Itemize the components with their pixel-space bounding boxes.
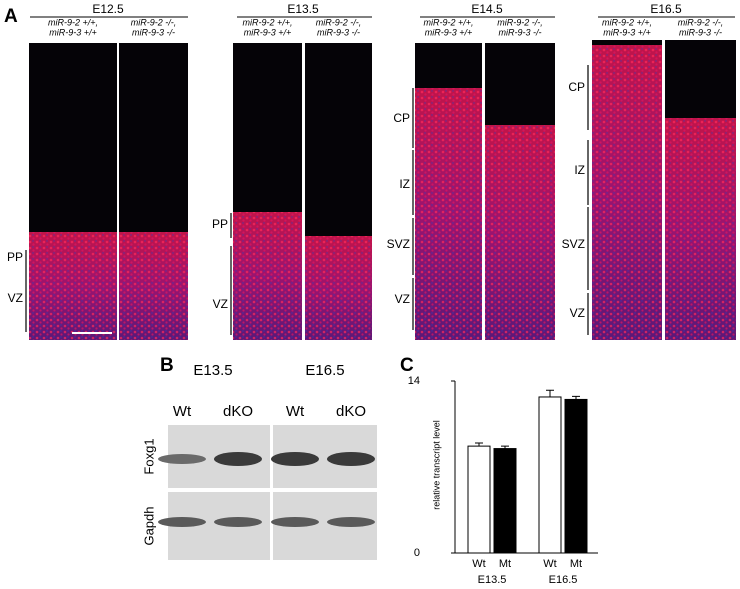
lane-label: Wt bbox=[286, 403, 305, 420]
panel-label: A bbox=[4, 6, 18, 27]
genotype-label: miR-9-2 +/+, bbox=[602, 17, 652, 27]
y-tick-label: 0 bbox=[414, 547, 420, 559]
genotype-label: miR-9-3 +/+ bbox=[244, 27, 292, 37]
region-label: IZ bbox=[574, 163, 585, 177]
error-bar bbox=[501, 445, 509, 449]
tissue-texture bbox=[415, 88, 482, 340]
stage-label: E16.5 bbox=[650, 2, 682, 16]
tissue-texture bbox=[233, 212, 302, 340]
stage-label: E13.5 bbox=[287, 2, 319, 16]
x-tick-label: Mt bbox=[499, 558, 511, 570]
genotype-label: miR-9-3 -/- bbox=[132, 27, 175, 37]
error-bar bbox=[572, 395, 580, 400]
y-axis-label: relative transcript level bbox=[431, 420, 441, 510]
band bbox=[327, 452, 375, 466]
region-label: VZ bbox=[570, 306, 585, 320]
bar bbox=[538, 396, 562, 554]
band bbox=[327, 517, 375, 527]
stage-label: E14.5 bbox=[471, 2, 503, 16]
x-tick-label: Mt bbox=[570, 558, 582, 570]
region-label: CP bbox=[568, 80, 585, 94]
band bbox=[158, 454, 206, 464]
region-label: VZ bbox=[395, 292, 410, 306]
tissue-texture bbox=[305, 236, 372, 340]
band bbox=[214, 517, 262, 527]
tissue-texture bbox=[119, 232, 188, 340]
y-tick-label: 14 bbox=[408, 375, 420, 387]
stage-label: E16.5 bbox=[305, 362, 344, 379]
genotype-label: miR-9-2 +/+, bbox=[423, 17, 473, 27]
genotype-label: miR-9-3 -/- bbox=[679, 27, 722, 37]
region-label: IZ bbox=[399, 177, 410, 191]
x-tick-label: Wt bbox=[543, 558, 556, 570]
lane-label: Wt bbox=[173, 403, 192, 420]
lane-label: dKO bbox=[223, 403, 253, 420]
band bbox=[271, 517, 319, 527]
genotype-label: miR-9-2 -/-, bbox=[497, 17, 543, 27]
genotype-label: miR-9-2 -/-, bbox=[316, 17, 362, 27]
genotype-label: miR-9-2 -/-, bbox=[678, 17, 724, 27]
error-bar bbox=[546, 389, 554, 397]
blot-label: Gapdh bbox=[141, 506, 156, 545]
region-label: PP bbox=[7, 250, 23, 264]
tissue-texture bbox=[592, 45, 662, 340]
tissue-texture bbox=[485, 125, 555, 340]
region-label: PP bbox=[212, 217, 228, 231]
band bbox=[271, 452, 319, 466]
genotype-label: miR-9-2 +/+, bbox=[242, 17, 292, 27]
lane-label: dKO bbox=[336, 403, 366, 420]
region-label: SVZ bbox=[387, 237, 410, 251]
stage-label: E12.5 bbox=[92, 2, 124, 16]
genotype-label: miR-9-3 -/- bbox=[499, 27, 542, 37]
band bbox=[214, 452, 262, 466]
panel-label: C bbox=[400, 355, 414, 376]
bar bbox=[467, 445, 491, 554]
band bbox=[158, 517, 206, 527]
x-group-label: E13.5 bbox=[478, 574, 507, 586]
genotype-label: miR-9-3 -/- bbox=[317, 27, 360, 37]
tissue-texture bbox=[29, 232, 117, 340]
region-label: SVZ bbox=[562, 237, 585, 251]
panel-label: B bbox=[160, 355, 174, 376]
genotype-label: miR-9-3 +/+ bbox=[425, 27, 473, 37]
region-label: VZ bbox=[8, 291, 23, 305]
x-tick-label: Wt bbox=[472, 558, 485, 570]
stage-label: E13.5 bbox=[193, 362, 232, 379]
tissue-texture bbox=[665, 118, 736, 340]
genotype-label: miR-9-3 +/+ bbox=[49, 27, 97, 37]
genotype-label: miR-9-2 +/+, bbox=[48, 17, 98, 27]
error-bar bbox=[475, 442, 483, 447]
region-label: CP bbox=[393, 111, 410, 125]
genotype-label: miR-9-3 +/+ bbox=[603, 27, 651, 37]
blot-label: Foxg1 bbox=[141, 438, 156, 474]
bar bbox=[493, 448, 517, 554]
bar bbox=[564, 398, 588, 554]
genotype-label: miR-9-2 -/-, bbox=[131, 17, 177, 27]
x-group-label: E16.5 bbox=[549, 574, 578, 586]
region-label: VZ bbox=[213, 297, 228, 311]
